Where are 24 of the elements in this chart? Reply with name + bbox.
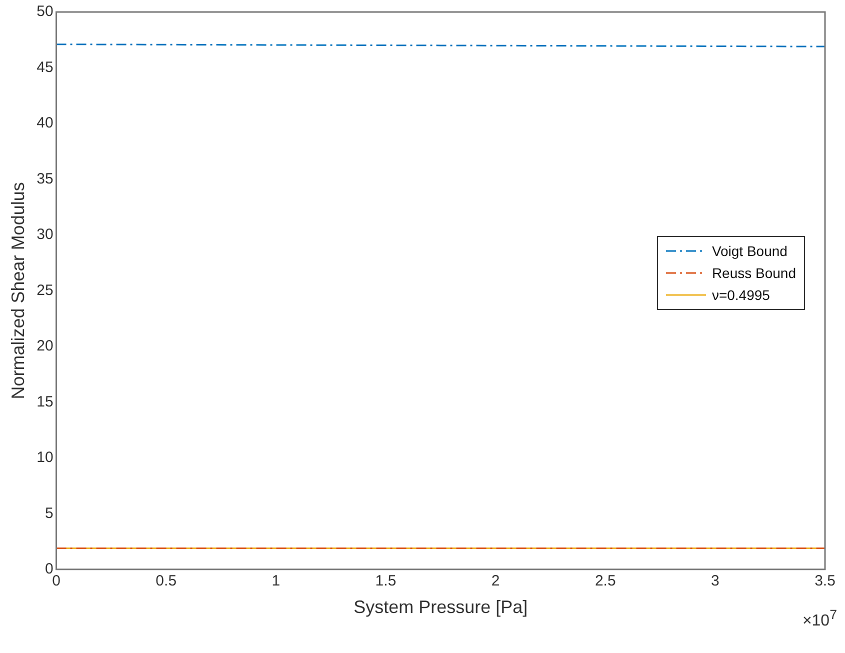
y-tick-label: 15	[36, 393, 54, 410]
x-tick-label: 1.5	[375, 572, 396, 590]
y-tick-label: 45	[36, 58, 54, 76]
x-tick-label: 2	[491, 572, 500, 590]
x-axis-title: System Pressure [Pa]	[354, 597, 528, 618]
y-tick-label: 40	[36, 114, 54, 132]
y-tick-label: 25	[36, 282, 54, 299]
y-axis-title: Normalized Shear Modulus	[8, 182, 28, 400]
y-tick-label: 35	[36, 170, 54, 188]
y-tick-label: 30	[36, 226, 54, 244]
x-tick-label: 0.5	[156, 572, 177, 590]
text: ×10$^{7}$	[802, 607, 837, 631]
y-tick-label: 10	[36, 449, 54, 466]
x-tick-label: 2.5	[594, 572, 616, 590]
x-tick-label: 3.5	[814, 572, 836, 590]
x-tick-label: 3	[711, 572, 720, 590]
x-tick-label: 1	[272, 572, 280, 590]
legend-label: ν=0.4995	[712, 286, 770, 303]
legend-label: Voigt Bound	[712, 242, 788, 259]
legend-label: Reuss Bound	[712, 264, 796, 281]
y-tick-label: 20	[36, 338, 54, 355]
y-tick-label: 0	[44, 560, 54, 578]
y-tick-label: 5	[44, 504, 54, 522]
y-tick-label: 50	[36, 3, 54, 20]
